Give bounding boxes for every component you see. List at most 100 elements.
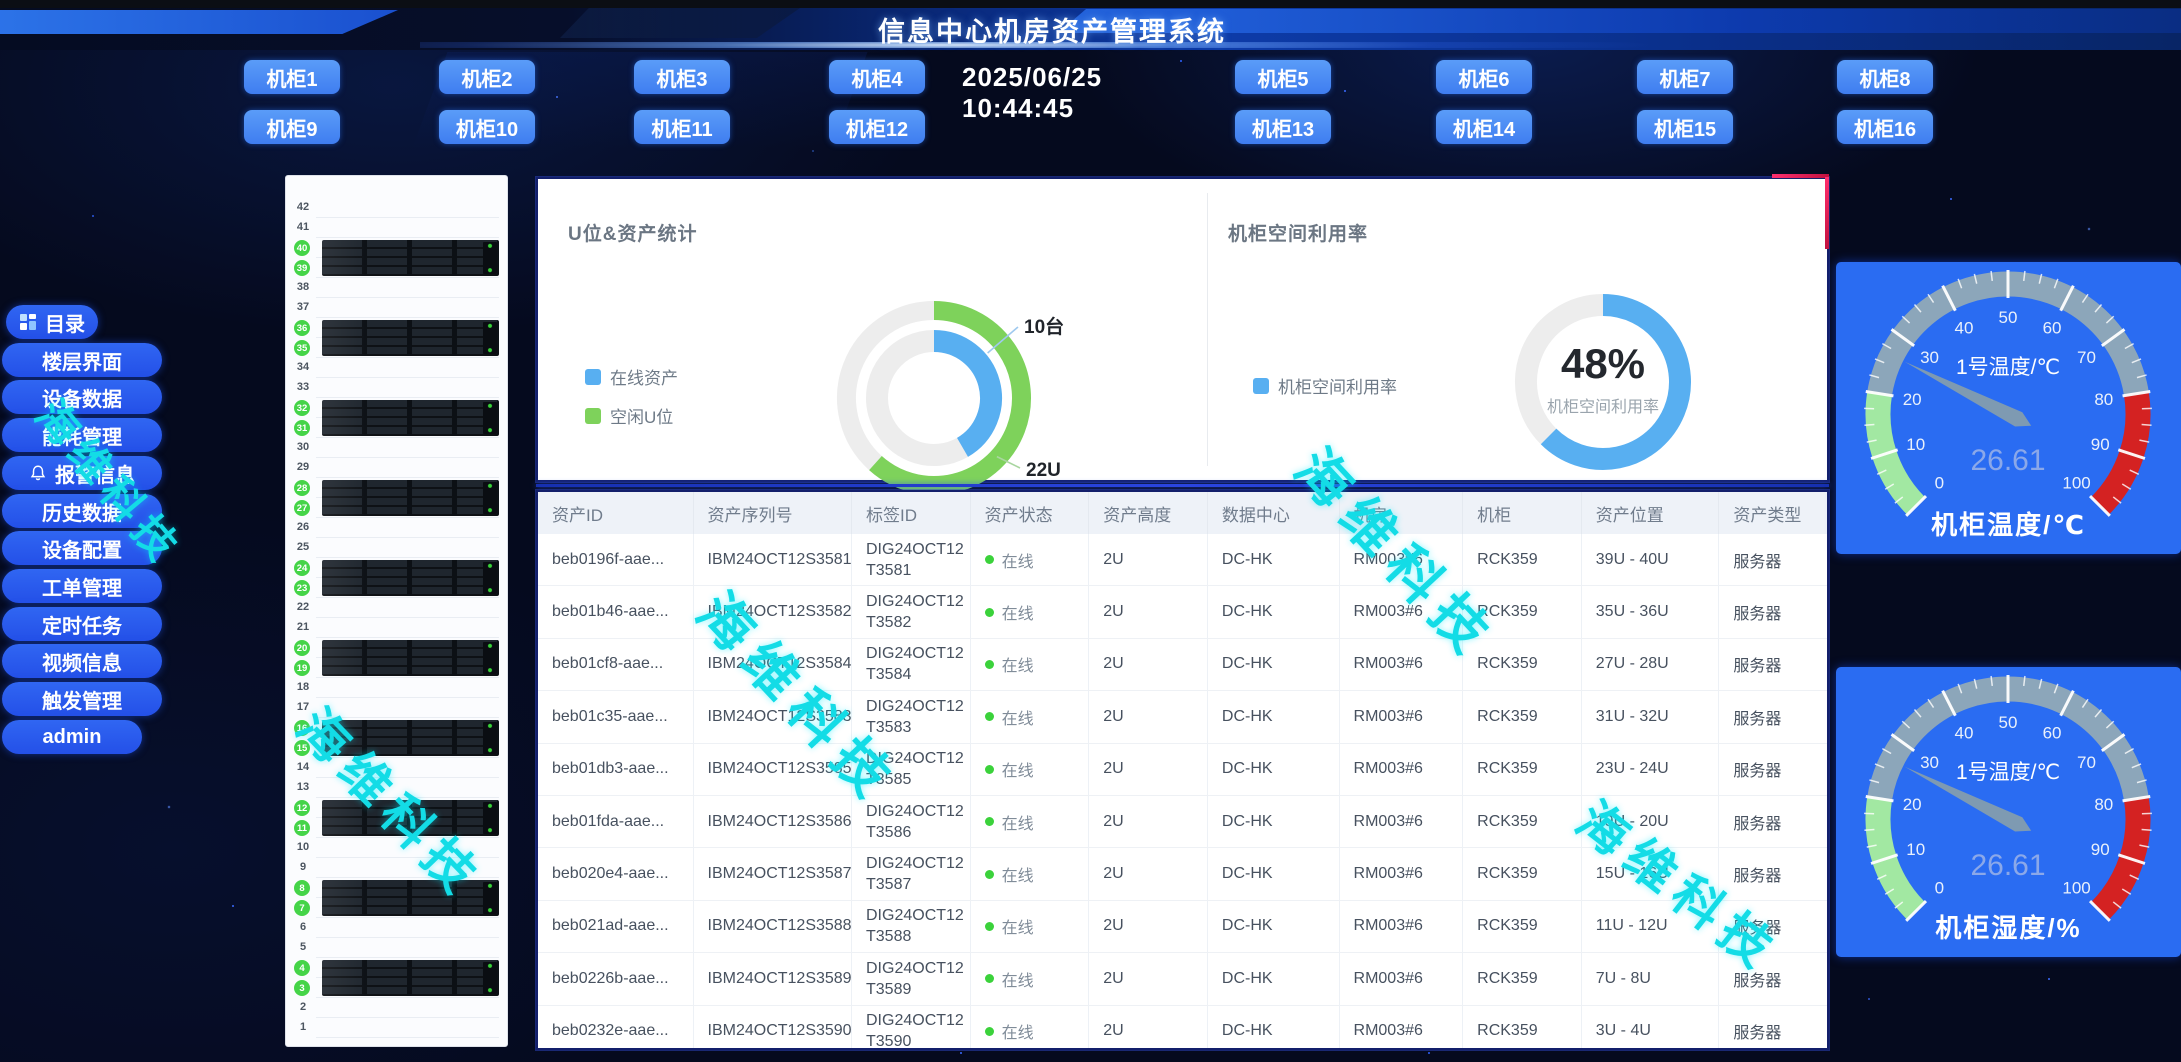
rack-row-line	[316, 837, 499, 838]
cell: 在线	[971, 1005, 1090, 1048]
rack-unit-row: 27	[286, 498, 507, 518]
rack-unit-number: 29	[296, 461, 310, 473]
rack-unit-row: 39	[286, 258, 507, 278]
sidebar-item-label: 设备数据	[42, 388, 122, 411]
gauge-needle	[1904, 766, 2032, 832]
rack-unit-number: 21	[296, 621, 310, 633]
online-status-dot	[984, 974, 994, 984]
rack-unit-row: 31	[286, 418, 507, 438]
rack-unit-number: 25	[296, 541, 310, 553]
rack-row-line	[316, 477, 499, 478]
cell: RM003#6	[1340, 534, 1464, 586]
rack-unit-row: 30	[286, 438, 507, 458]
legend-label: 空闲U位	[610, 408, 674, 427]
sidebar-item-label: 设备配置	[42, 539, 122, 562]
cell: 服务器	[1733, 658, 1782, 676]
sidebar-item-报警信息[interactable]: 报警信息	[2, 456, 162, 490]
sidebar-item-定时任务[interactable]: 定时任务	[2, 607, 162, 641]
rack-server-image	[322, 400, 499, 436]
rack-unit-number: 1	[299, 1021, 307, 1033]
cell: 2U	[1089, 638, 1208, 691]
sidebar-item-触发管理[interactable]: 触发管理	[2, 682, 162, 716]
sidebar-item-label: 工单管理	[42, 577, 122, 600]
cabinet-button-机柜4[interactable]: 机柜4	[829, 60, 925, 94]
cell: RM003#6	[1340, 848, 1464, 900]
cell: RCK359	[1463, 691, 1582, 743]
rack-unit-occupied-badge: 19	[294, 660, 310, 676]
column-header-资产高度: 资产高度	[1089, 492, 1208, 534]
gauge-tick-label: 100	[2062, 474, 2090, 493]
cell: RM003#6	[1340, 743, 1464, 795]
rack-unit-row: 18	[286, 678, 507, 698]
rack-unit-number: 5	[299, 941, 307, 953]
cabinet-button-机柜15[interactable]: 机柜15	[1637, 110, 1733, 144]
asset-table-panel: 资产ID 资产序列号 标签ID 资产状态 资产高度 数据中心 机房 机柜 资产位置 资产类型 be…	[536, 490, 1829, 1050]
cabinet-button-机柜6[interactable]: 机柜6	[1436, 60, 1532, 94]
rack-unit-occupied-badge: 24	[294, 560, 310, 576]
sidebar-item-设备数据[interactable]: 设备数据	[2, 380, 162, 414]
cabinet-button-机柜10[interactable]: 机柜10	[439, 110, 535, 144]
column-header-标签ID: 标签ID	[852, 492, 971, 534]
cell: 服务器	[1733, 763, 1782, 781]
cabinet-button-机柜14[interactable]: 机柜14	[1436, 110, 1532, 144]
cabinet-button-机柜9[interactable]: 机柜9	[244, 110, 340, 144]
legend-label: 在线资产	[610, 369, 678, 388]
rack-row-line	[316, 917, 499, 918]
tag-id-line2: T3584	[866, 666, 912, 684]
rack-unit-number: 41	[296, 221, 310, 233]
sidebar-item-视频信息[interactable]: 视频信息	[2, 644, 162, 678]
gauge-tick-label: 50	[1999, 308, 2018, 327]
cell: beb0226b-aae...	[538, 953, 694, 1005]
cabinet-button-机柜13[interactable]: 机柜13	[1235, 110, 1331, 144]
legend-swatch	[585, 407, 601, 424]
gauge-tick-label: 60	[2043, 724, 2062, 743]
tag-id-cell: DIG24OCT12 T3588	[866, 905, 964, 947]
rack-row-line	[316, 637, 499, 638]
cabinet-button-机柜8[interactable]: 机柜8	[1837, 60, 1933, 94]
cell: DC-HK	[1208, 1005, 1340, 1048]
cabinet-button-机柜11[interactable]: 机柜11	[634, 110, 730, 144]
sidebar-item-楼层界面[interactable]: 楼层界面	[2, 343, 162, 377]
cell: DC-HK	[1208, 638, 1340, 691]
charts-panel: U位&资产统计 在线资产 空闲U位 10台 22U 机柜空间利用率 机柜空间利用率 …	[536, 177, 1829, 495]
cell: DIG24OCT12 T3583	[852, 691, 971, 743]
rack-row-line	[316, 377, 499, 378]
cell: 27U - 28U	[1582, 638, 1720, 691]
cabinet-button-机柜5[interactable]: 机柜5	[1235, 60, 1331, 94]
rack-unit-occupied-badge: 11	[294, 820, 310, 836]
rack-server-image	[322, 720, 499, 756]
sidebar-item-目录[interactable]: 目录	[6, 305, 98, 339]
tag-id-line1: DIG24OCT12	[866, 645, 964, 663]
rack-row-line	[316, 237, 499, 238]
rack-row-line	[316, 397, 499, 398]
sidebar-item-设备配置[interactable]: 设备配置	[2, 531, 162, 565]
rack-row-line	[316, 517, 499, 518]
sidebar-item-label: 能耗管理	[42, 426, 122, 449]
cabinet-button-机柜16[interactable]: 机柜16	[1837, 110, 1933, 144]
cell: 服务器	[1733, 920, 1782, 938]
donut-callout-online-assets: 10台	[1024, 315, 1064, 338]
sidebar-item-admin[interactable]: admin	[2, 720, 142, 754]
rack-row-line	[316, 537, 499, 538]
rack-row-line	[316, 797, 499, 798]
gauge-tick-label: 40	[1955, 319, 1974, 338]
rack-row-line	[316, 757, 499, 758]
table-row: beb0232e-aae... IBM24OCT12S3590 DIG24OCT12…	[538, 1005, 1827, 1048]
cabinet-button-机柜3[interactable]: 机柜3	[634, 60, 730, 94]
cell: DIG24OCT12 T3587	[852, 848, 971, 900]
cabinet-button-机柜12[interactable]: 机柜12	[829, 110, 925, 144]
sidebar-item-工单管理[interactable]: 工单管理	[2, 569, 162, 603]
tag-id-line2: T3588	[866, 928, 912, 946]
tag-id-line1: DIG24OCT12	[866, 1012, 964, 1030]
cabinet-button-机柜2[interactable]: 机柜2	[439, 60, 535, 94]
cabinet-button-机柜1[interactable]: 机柜1	[244, 60, 340, 94]
cabinet-button-机柜7[interactable]: 机柜7	[1637, 60, 1733, 94]
rack-unit-row: 42	[286, 198, 507, 218]
sidebar-item-能耗管理[interactable]: 能耗管理	[2, 418, 162, 452]
online-status-dot	[984, 607, 994, 617]
header-decoration	[0, 10, 398, 34]
rack-row-line	[316, 217, 499, 218]
rack-unit-row: 33	[286, 378, 507, 398]
rack-server-image	[322, 480, 499, 516]
sidebar-item-历史数据[interactable]: 历史数据	[2, 494, 162, 528]
